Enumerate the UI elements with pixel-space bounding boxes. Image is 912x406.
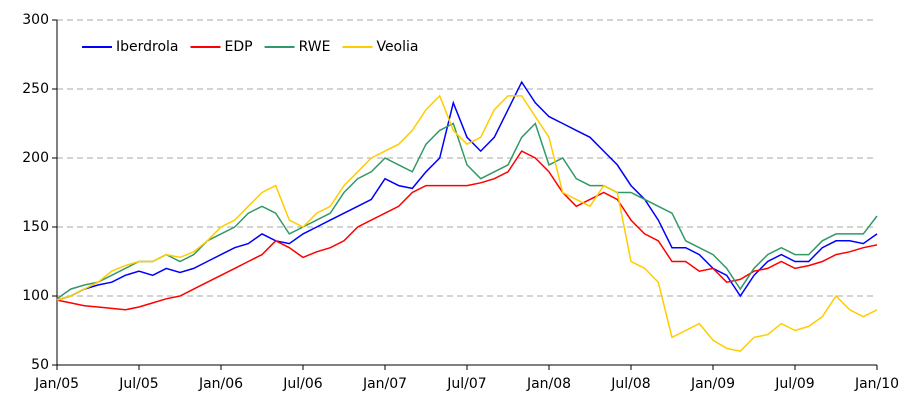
y-tick-label: 50 [31,357,49,373]
series-line [56,122,878,300]
legend-label: EDP [225,39,253,55]
y-tick-label: 250 [22,81,49,97]
x-tick-label: Jan/08 [526,376,571,392]
series-line [56,94,878,353]
x-tick-label: Jan/09 [690,376,735,392]
x-tick-label: Jul/09 [774,376,814,392]
x-tick-label: Jul/08 [610,376,650,392]
y-tick-label: 200 [22,150,49,166]
y-tick-label: 100 [22,288,49,304]
x-tick-label: Jan/05 [34,376,79,392]
legend-label: Iberdrola [116,39,179,55]
x-tick-label: Jan/06 [198,376,243,392]
legend-label: Veolia [376,39,418,55]
series-line [56,150,878,311]
legend-label: RWE [299,39,331,55]
series-line [56,80,878,301]
y-tick-label: 150 [22,219,49,235]
x-tick-label: Jul/07 [446,376,486,392]
x-tick-label: Jul/05 [118,376,158,392]
x-tick-label: Jan/07 [362,376,407,392]
x-tick-label: Jan/10 [854,376,899,392]
y-tick-label: 300 [22,12,49,28]
x-tick-label: Jul/06 [282,376,323,392]
